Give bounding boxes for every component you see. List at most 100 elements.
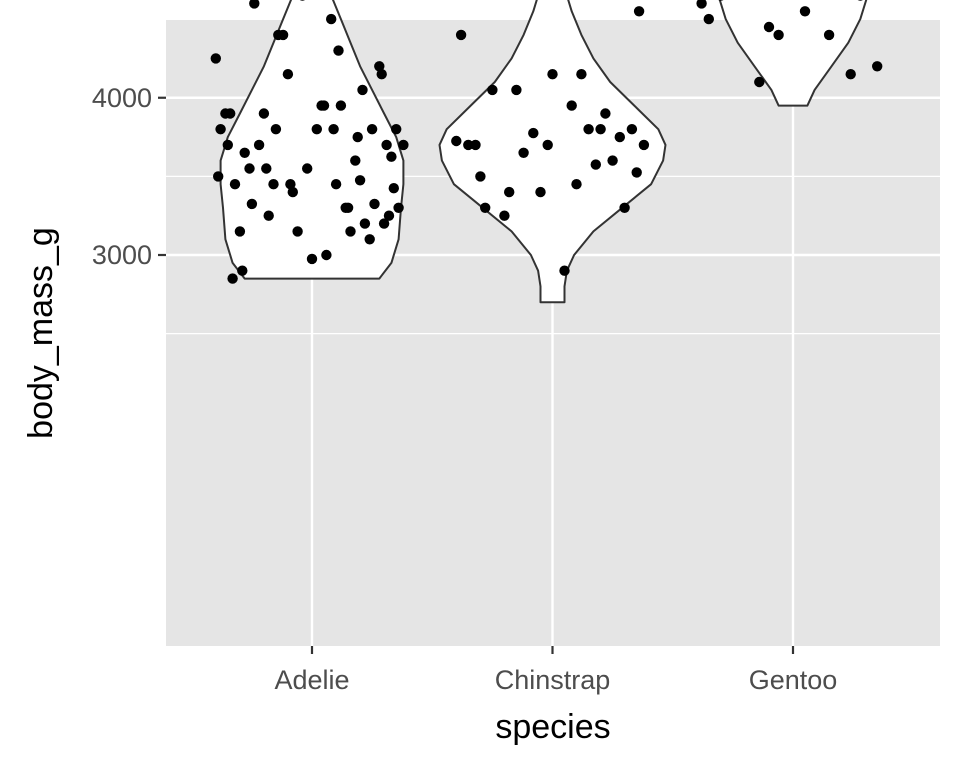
point-chinstrap [576, 69, 587, 80]
point-adelie [253, 139, 265, 151]
point-adelie [321, 249, 332, 261]
point-adelie [357, 84, 368, 96]
point-adelie [398, 139, 409, 151]
point-adelie [249, 0, 260, 9]
point-adelie [328, 124, 339, 135]
point-adelie [306, 253, 318, 265]
point-chinstrap [633, 6, 645, 17]
point-adelie [354, 175, 366, 186]
point-chinstrap [547, 69, 558, 80]
point-gentoo [799, 6, 811, 17]
point-adelie [374, 61, 385, 72]
point-adelie [335, 100, 347, 111]
point-chinstrap [451, 135, 462, 147]
point-adelie [311, 124, 322, 135]
point-adelie [386, 151, 397, 162]
point-chinstrap [455, 29, 467, 41]
point-chinstrap [638, 139, 650, 151]
point-adelie [299, 0, 306, 1]
point-chinstrap [504, 186, 515, 198]
point-adelie [388, 183, 399, 194]
point-adelie [383, 210, 395, 221]
point-adelie [340, 202, 351, 213]
x-axis-ticks: Adelie Chinstrap Gentoo [274, 646, 837, 695]
x-tick-label-gentoo: Gentoo [749, 665, 838, 695]
point-adelie [215, 124, 226, 135]
point-gentoo [754, 76, 765, 88]
point-adelie [378, 218, 390, 229]
point-chinstrap [607, 155, 618, 166]
point-adelie [213, 171, 224, 182]
point-adelie [244, 163, 255, 174]
point-chinstrap [590, 159, 601, 170]
x-tick-label-chinstrap: Chinstrap [495, 665, 611, 695]
point-adelie [369, 198, 380, 210]
y-axis-ticks: 3000400050006000 [92, 83, 166, 270]
point-adelie [350, 155, 361, 166]
point-adelie [333, 45, 344, 56]
point-gentoo [763, 21, 775, 33]
point-adelie [237, 265, 248, 276]
point-chinstrap [463, 139, 474, 151]
point-gentoo [845, 69, 856, 80]
y-axis-title: body_mass_g [22, 227, 60, 439]
point-adelie [285, 179, 296, 190]
point-gentoo [823, 29, 835, 41]
x-axis-title: species [495, 708, 610, 746]
point-chinstrap [595, 124, 606, 135]
point-chinstrap [511, 84, 522, 96]
point-chinstrap [475, 171, 486, 182]
point-gentoo [872, 61, 883, 72]
point-adelie [270, 124, 282, 135]
point-adelie [391, 124, 402, 135]
point-gentoo [718, 0, 724, 1]
point-chinstrap [626, 124, 638, 135]
point-chinstrap [480, 202, 491, 213]
point-chinstrap [528, 127, 539, 139]
point-adelie [316, 100, 327, 111]
point-adelie [393, 202, 404, 213]
violin-gentoo [718, 0, 868, 107]
point-chinstrap [559, 265, 570, 276]
point-gentoo [696, 0, 707, 9]
point-adelie [246, 198, 258, 210]
point-chinstrap [571, 179, 582, 190]
point-adelie [258, 108, 270, 119]
point-adelie [352, 131, 363, 143]
data-points [210, 0, 883, 284]
point-adelie [326, 13, 337, 25]
y-tick-label: 4000 [92, 83, 152, 113]
point-adelie [268, 179, 279, 190]
point-adelie [364, 234, 375, 245]
point-chinstrap [619, 202, 630, 213]
point-chinstrap [600, 108, 611, 119]
point-adelie [229, 179, 241, 190]
point-adelie [287, 186, 298, 198]
point-chinstrap [583, 124, 594, 135]
point-adelie [366, 124, 378, 135]
point-chinstrap [470, 139, 481, 151]
point-adelie [282, 69, 294, 80]
point-chinstrap [566, 100, 577, 111]
point-adelie [210, 53, 221, 64]
point-adelie [261, 163, 272, 174]
point-chinstrap [499, 210, 510, 221]
point-chinstrap [631, 167, 642, 178]
point-adelie [273, 29, 284, 41]
point-adelie [222, 139, 233, 151]
point-chinstrap [614, 131, 625, 143]
point-adelie [227, 273, 238, 284]
violin-adelie [219, 0, 405, 280]
violin-chinstrap [438, 0, 667, 304]
point-adelie [234, 226, 246, 237]
violins [219, 0, 868, 304]
point-adelie [263, 210, 274, 221]
point-adelie [345, 226, 356, 237]
point-chinstrap [535, 186, 546, 198]
point-adelie [330, 179, 342, 190]
point-gentoo [857, 0, 863, 1]
point-chinstrap [487, 84, 498, 96]
point-gentoo [703, 13, 714, 25]
y-tick-label: 3000 [92, 240, 152, 270]
